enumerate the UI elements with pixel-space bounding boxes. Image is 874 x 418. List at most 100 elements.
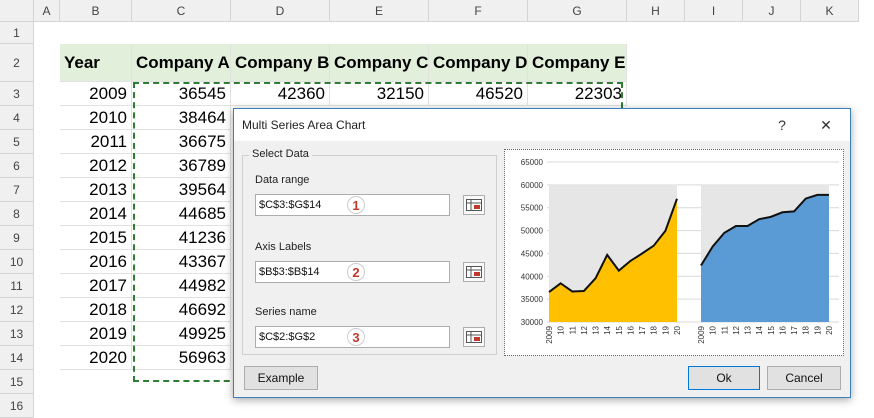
company-a-cell[interactable]: 36545: [132, 82, 231, 106]
company-a-cell[interactable]: 46692: [132, 298, 231, 322]
row-header-5[interactable]: 5: [0, 130, 34, 154]
x-tick-label: 17: [790, 325, 799, 334]
row-header-7[interactable]: 7: [0, 178, 34, 202]
range-select-button-3[interactable]: [463, 327, 485, 347]
column-header-b[interactable]: B: [60, 0, 132, 22]
year-cell[interactable]: 2020: [60, 346, 132, 370]
year-cell[interactable]: 2014: [60, 202, 132, 226]
year-cell[interactable]: 2012: [60, 154, 132, 178]
example-button[interactable]: Example: [244, 366, 318, 390]
column-header-f[interactable]: F: [429, 0, 528, 22]
column-header-e[interactable]: E: [330, 0, 429, 22]
row-header-14[interactable]: 14: [0, 346, 34, 370]
row-header-3[interactable]: 3: [0, 82, 34, 106]
x-tick-label: 18: [802, 325, 811, 334]
value-cell[interactable]: 32150: [330, 82, 429, 106]
row-header-10[interactable]: 10: [0, 250, 34, 274]
step-badge-2: 2: [347, 263, 365, 281]
row-header-13[interactable]: 13: [0, 322, 34, 346]
close-button[interactable]: ✕: [820, 116, 832, 133]
table-header-cell[interactable]: Company A: [132, 44, 231, 82]
row-header-6[interactable]: 6: [0, 154, 34, 178]
row-header-15[interactable]: 15: [0, 370, 34, 394]
x-tick-label: 13: [592, 325, 601, 334]
year-cell[interactable]: 2016: [60, 250, 132, 274]
row-header-12[interactable]: 12: [0, 298, 34, 322]
company-a-cell[interactable]: 36675: [132, 130, 231, 154]
company-a-cell[interactable]: 43367: [132, 250, 231, 274]
company-a-cell[interactable]: 36789: [132, 154, 231, 178]
company-a-cell[interactable]: 49925: [132, 322, 231, 346]
company-a-cell[interactable]: 44982: [132, 274, 231, 298]
column-header-c[interactable]: C: [132, 0, 231, 22]
table-header-cell[interactable]: Company E: [528, 44, 627, 82]
table-header-cell[interactable]: Company B: [231, 44, 330, 82]
year-cell[interactable]: 2013: [60, 178, 132, 202]
column-header-j[interactable]: J: [743, 0, 801, 22]
column-header-d[interactable]: D: [231, 0, 330, 22]
value-cell[interactable]: 46520: [429, 82, 528, 106]
x-tick-label: 11: [720, 325, 729, 334]
company-a-cell[interactable]: 44685: [132, 202, 231, 226]
ok-button[interactable]: Ok: [688, 366, 760, 390]
x-tick-label: 14: [755, 325, 764, 334]
year-cell[interactable]: 2018: [60, 298, 132, 322]
column-header-g[interactable]: G: [528, 0, 627, 22]
year-cell[interactable]: 2011: [60, 130, 132, 154]
x-tick-label: 20: [825, 325, 834, 334]
row-header-16[interactable]: 16: [0, 394, 34, 418]
range-picker-icon: [466, 199, 482, 211]
axis-labels-label: Axis Labels: [255, 241, 312, 253]
row-header-1[interactable]: 1: [0, 22, 34, 44]
row-header-4[interactable]: 4: [0, 106, 34, 130]
x-tick-label: 17: [638, 325, 647, 334]
table-header-cell[interactable]: Year: [60, 44, 132, 82]
company-a-cell[interactable]: 56963: [132, 346, 231, 370]
year-cell[interactable]: 2010: [60, 106, 132, 130]
select-data-group: Select Data Data range $C$3:$G$14 1 Axis…: [242, 148, 497, 355]
select-all-corner[interactable]: [0, 0, 34, 22]
help-button[interactable]: ?: [778, 117, 786, 133]
column-header-k[interactable]: K: [801, 0, 859, 22]
y-tick-label: 30000: [521, 318, 544, 327]
range-select-button-1[interactable]: [463, 195, 485, 215]
company-a-cell[interactable]: 39564: [132, 178, 231, 202]
x-tick-label: 19: [661, 325, 670, 334]
range-select-button-2[interactable]: [463, 262, 485, 282]
x-tick-label: 10: [709, 325, 718, 334]
x-tick-label: 2009: [545, 325, 554, 343]
cancel-button[interactable]: Cancel: [767, 366, 841, 390]
x-tick-label: 16: [626, 325, 635, 334]
table-header-cell[interactable]: Company D: [429, 44, 528, 82]
x-tick-label: 10: [557, 325, 566, 334]
value-cell[interactable]: 42360: [231, 82, 330, 106]
y-tick-label: 55000: [521, 204, 544, 213]
year-cell[interactable]: 2009: [60, 82, 132, 106]
column-header-a[interactable]: A: [34, 0, 60, 22]
x-tick-label: 12: [732, 325, 741, 334]
year-cell[interactable]: 2017: [60, 274, 132, 298]
series-area-2: [701, 194, 829, 322]
multi-series-area-chart-dialog: Multi Series Area Chart ? ✕ Select Data …: [233, 108, 851, 398]
area-chart: 65000 60000 55000 50000 45000 40000 35000 30000…: [521, 158, 839, 344]
company-a-cell[interactable]: 41236: [132, 226, 231, 250]
chart-preview: 65000 60000 55000 50000 45000 40000 35000 30000…: [504, 149, 844, 356]
row-header-11[interactable]: 11: [0, 274, 34, 298]
value-cell[interactable]: 22303: [528, 82, 627, 106]
column-header-h[interactable]: H: [627, 0, 685, 22]
column-header-i[interactable]: I: [685, 0, 743, 22]
row-header-8[interactable]: 8: [0, 202, 34, 226]
table-header-cell[interactable]: Company C: [330, 44, 429, 82]
y-tick-label: 65000: [521, 158, 544, 167]
x-tick-label: 11: [568, 325, 577, 334]
y-tick-label: 35000: [521, 295, 544, 304]
year-cell[interactable]: 2019: [60, 322, 132, 346]
data-range-label: Data range: [255, 174, 310, 186]
series-line-1: [548, 198, 678, 293]
row-header-2[interactable]: 2: [0, 44, 34, 82]
x-tick-label: 16: [778, 325, 787, 334]
row-header-9[interactable]: 9: [0, 226, 34, 250]
company-a-cell[interactable]: 38464: [132, 106, 231, 130]
year-cell[interactable]: 2015: [60, 226, 132, 250]
